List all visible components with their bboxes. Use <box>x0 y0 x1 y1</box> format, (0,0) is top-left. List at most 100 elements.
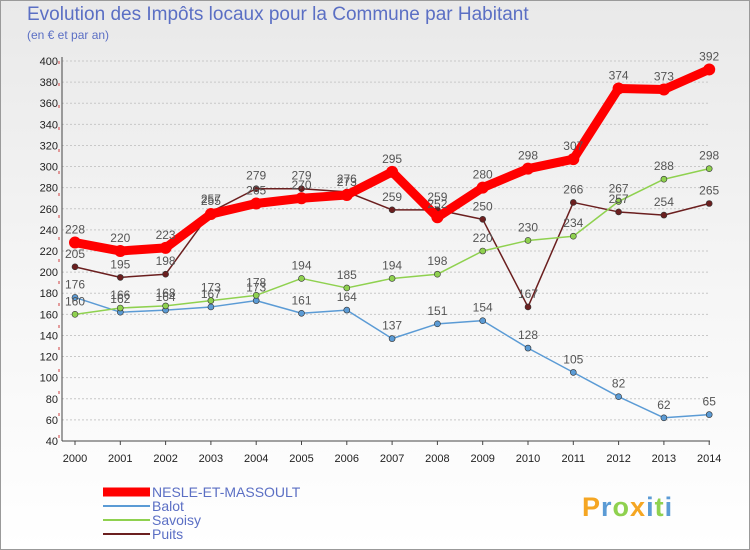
data-label: 220 <box>110 231 130 245</box>
data-point <box>71 263 79 271</box>
data-label: 280 <box>473 168 493 182</box>
data-point <box>298 185 305 193</box>
chart-title: Evolution des Impôts locaux pour la Comm… <box>27 4 529 25</box>
data-point <box>298 309 305 317</box>
data-point <box>705 411 713 418</box>
data-label: 270 <box>291 178 311 192</box>
data-point <box>343 284 351 292</box>
data-point <box>204 208 217 221</box>
data-point <box>69 236 81 249</box>
data-label: 176 <box>65 277 85 291</box>
data-label: 230 <box>518 220 538 234</box>
y-tick-label: 80 <box>46 394 58 406</box>
x-tick-label: 2012 <box>606 453 630 465</box>
data-point <box>298 275 305 282</box>
data-label: 167 <box>201 287 221 301</box>
y-tick-label: 100 <box>40 373 58 385</box>
data-point <box>117 274 124 281</box>
x-tick-label: 2005 <box>289 453 313 465</box>
x-tick-label: 2014 <box>697 453 721 465</box>
data-label: 151 <box>427 304 447 318</box>
x-tick-label: 2007 <box>380 453 404 465</box>
data-point <box>660 414 668 422</box>
data-label: 198 <box>156 254 176 268</box>
data-label: 255 <box>201 194 221 208</box>
data-label: 279 <box>246 169 266 183</box>
data-point <box>388 206 396 214</box>
x-tick-label: 2009 <box>470 453 494 465</box>
y-tick-label: 260 <box>40 204 58 216</box>
grid-layer <box>62 60 710 442</box>
data-label: 195 <box>110 257 130 271</box>
data-point <box>207 297 215 304</box>
logo-letter: P <box>582 492 602 522</box>
data-label: 173 <box>246 281 266 295</box>
y-tick-label: 140 <box>40 330 58 342</box>
data-point <box>343 306 351 314</box>
y-tick-label: 280 <box>40 183 58 195</box>
data-point <box>660 175 668 183</box>
data-point <box>569 232 577 240</box>
data-label: 137 <box>382 319 402 333</box>
axis-layer: 40 60 80 100 120 140 160 180 200 220 240 260 280 300 3… <box>40 56 722 465</box>
proxiti-logo: Proxiti <box>582 492 673 523</box>
x-tick-label: 2001 <box>108 453 132 465</box>
data-label: 254 <box>654 195 674 209</box>
data-point <box>388 335 396 342</box>
data-label: 298 <box>699 149 719 163</box>
data-point <box>569 369 577 376</box>
data-label: 205 <box>65 247 85 261</box>
data-point <box>71 311 79 318</box>
data-point <box>434 320 441 328</box>
series-savoisy <box>71 165 713 318</box>
x-tick-label: 2004 <box>244 453 268 465</box>
data-label: 288 <box>654 159 674 173</box>
data-label: 164 <box>337 290 357 304</box>
y-tick-label: 160 <box>40 309 58 321</box>
data-point <box>615 208 622 216</box>
data-point <box>479 317 487 324</box>
data-label: 194 <box>382 258 402 272</box>
data-label: 267 <box>609 181 629 195</box>
data-label: 279 <box>291 169 311 183</box>
data-point <box>524 344 532 352</box>
data-label: 154 <box>473 301 493 315</box>
data-point <box>657 83 670 96</box>
data-point <box>207 303 215 311</box>
series-layer <box>69 63 716 422</box>
data-label: 234 <box>563 216 583 230</box>
chart-subtitle: (en € et par an) <box>27 28 110 42</box>
x-tick-label: 2002 <box>153 453 177 465</box>
y-tick-label: 180 <box>40 288 58 300</box>
data-label: 194 <box>291 258 311 272</box>
data-label: 173 <box>201 281 221 295</box>
y-tick-label: 240 <box>40 225 58 237</box>
data-point <box>615 393 622 400</box>
y-tick-label: 340 <box>40 119 58 131</box>
data-label: 257 <box>609 192 629 206</box>
data-label: 65 <box>703 395 717 409</box>
data-point <box>159 241 172 254</box>
data-point <box>250 197 263 210</box>
series-line <box>74 296 710 419</box>
data-label: 259 <box>427 190 447 204</box>
data-label: 257 <box>201 192 221 206</box>
x-tick-label: 2003 <box>199 453 223 465</box>
data-point <box>117 304 124 312</box>
data-label: 373 <box>654 70 674 84</box>
data-point <box>479 216 487 223</box>
series-nesle-et-massoult <box>69 63 716 257</box>
x-tick-label: 2008 <box>425 453 449 465</box>
data-point <box>703 63 716 76</box>
y-tick-label: 360 <box>40 98 58 110</box>
x-tick-label: 2006 <box>335 453 359 465</box>
data-label: 295 <box>382 152 402 166</box>
data-label: 374 <box>609 68 629 82</box>
data-label: 228 <box>65 223 85 237</box>
data-label: 252 <box>427 197 447 211</box>
legend-label: Savoisy <box>152 512 201 528</box>
data-point <box>431 211 444 224</box>
data-label: 166 <box>110 288 130 302</box>
